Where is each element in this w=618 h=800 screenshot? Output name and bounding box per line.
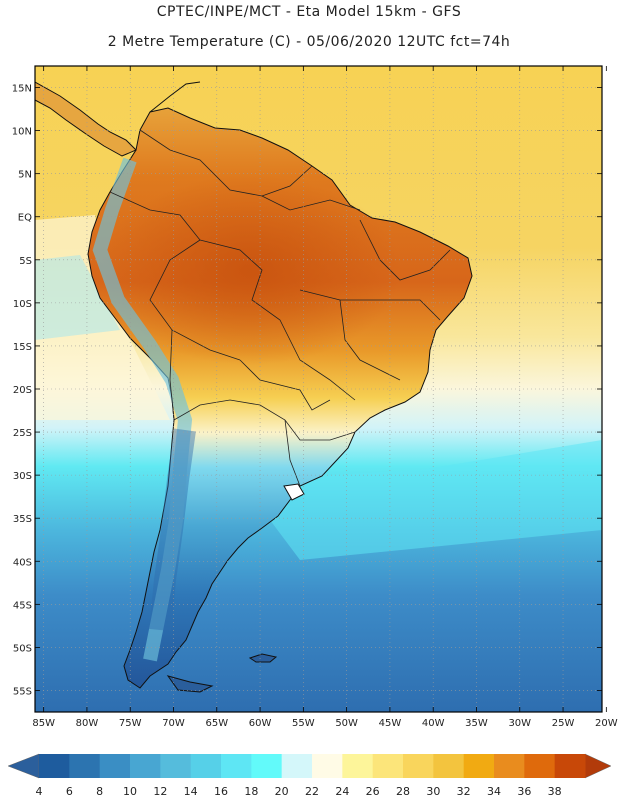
atlantic-cool-band	[240, 440, 602, 560]
colorbar-cell	[312, 754, 343, 778]
colorbar-label: 36	[517, 785, 531, 798]
lon-label: 60W	[249, 718, 272, 729]
colorbar-cell	[190, 754, 222, 778]
colorbar-label: 10	[123, 785, 137, 798]
latitude-axis: 15N 10N 5N EQ 5S 10S 15S 20S 25S 30S 35S 40S 45S 50S 5…	[12, 84, 32, 698]
lon-label: 75W	[119, 718, 142, 729]
colorbar-label: 24	[335, 785, 349, 798]
colorbar-label: 4	[36, 785, 43, 798]
colorbar-label: 18	[244, 785, 258, 798]
colorbar-label: 26	[366, 785, 380, 798]
colorbar-cell	[251, 754, 283, 778]
colorbar-cell	[372, 754, 404, 778]
colorbar-label: 38	[548, 785, 562, 798]
lat-label: 30S	[13, 471, 32, 482]
longitude-axis: 85W 80W 75W 70W 65W 60W 55W 50W 45W 40W 35W 30W 25W 2…	[32, 718, 617, 729]
map-title-line-2: 2 Metre Temperature (C) - 05/06/2020 12U…	[107, 34, 511, 50]
colorbar-label: 8	[96, 785, 103, 798]
colorbar-cell	[130, 754, 161, 778]
lon-label: 80W	[76, 718, 99, 729]
rio-de-la-plata	[283, 483, 305, 501]
lon-label: 20W	[595, 718, 618, 729]
colorbar-cell	[433, 754, 465, 778]
central-america-landmass	[35, 81, 137, 157]
colorbar-cell	[160, 754, 192, 778]
lat-label: 5N	[18, 170, 32, 181]
lon-label: 70W	[162, 718, 185, 729]
lat-label: 10S	[13, 299, 32, 310]
country-borders	[109, 129, 451, 487]
temperature-colorbar: 4 6 8 10 12 14 16 18 20 22 24 26 28 30 32 34 36 38	[7, 753, 612, 798]
colorbar-label: 20	[275, 785, 289, 798]
lon-label: 50W	[335, 718, 358, 729]
colorbar-cell	[494, 754, 525, 778]
lon-label: 25W	[552, 718, 575, 729]
lat-label: EQ	[18, 213, 32, 224]
lat-label: 20S	[13, 385, 32, 396]
lon-label: 55W	[292, 718, 315, 729]
lat-label: 40S	[13, 557, 32, 568]
colorbar-label: 6	[66, 785, 73, 798]
hot-interior-region	[100, 175, 400, 365]
tierra-del-fuego	[166, 675, 214, 693]
colorbar-label: 30	[426, 785, 440, 798]
lat-label: 35S	[13, 514, 32, 525]
lon-label: 40W	[422, 718, 445, 729]
colorbar-high-arrow	[584, 753, 612, 779]
colorbar-cell	[554, 754, 586, 778]
map-graticule	[35, 66, 602, 712]
colorbar-label: 22	[305, 785, 319, 798]
lon-label: 35W	[465, 718, 488, 729]
lat-label: 45S	[13, 600, 32, 611]
colorbar-cell	[342, 754, 374, 778]
lat-label: 55S	[13, 686, 32, 697]
colorbar-cell	[281, 754, 313, 778]
lon-label: 85W	[32, 718, 55, 729]
colorbar-cell	[524, 754, 556, 778]
colorbar-cell	[403, 754, 434, 778]
lon-label: 45W	[379, 718, 402, 729]
colorbar-label: 34	[487, 785, 501, 798]
map-title-line-1: CPTEC/INPE/MCT - Eta Model 15km - GFS	[156, 4, 462, 20]
colorbar-cell	[221, 754, 252, 778]
colorbar-label: 28	[396, 785, 410, 798]
lat-label: 10N	[12, 127, 32, 138]
colorbar-label: 16	[214, 785, 228, 798]
colorbar-low-arrow	[7, 753, 40, 779]
lat-label: 15S	[13, 342, 32, 353]
colorbar-cell	[99, 754, 131, 778]
lon-label: 30W	[508, 718, 531, 729]
colorbar-cell	[39, 754, 70, 778]
colorbar-label: 14	[184, 785, 198, 798]
lat-label: 25S	[13, 428, 32, 439]
lat-label: 15N	[12, 84, 32, 95]
lat-label: 50S	[13, 643, 32, 654]
colorbar-label: 32	[457, 785, 471, 798]
colorbar-label: 12	[153, 785, 167, 798]
lat-label: 5S	[19, 256, 32, 267]
colorbar-cell	[463, 754, 495, 778]
andes-cold-ridge	[92, 157, 193, 662]
lon-label: 65W	[205, 718, 228, 729]
colorbar-cell	[69, 754, 101, 778]
